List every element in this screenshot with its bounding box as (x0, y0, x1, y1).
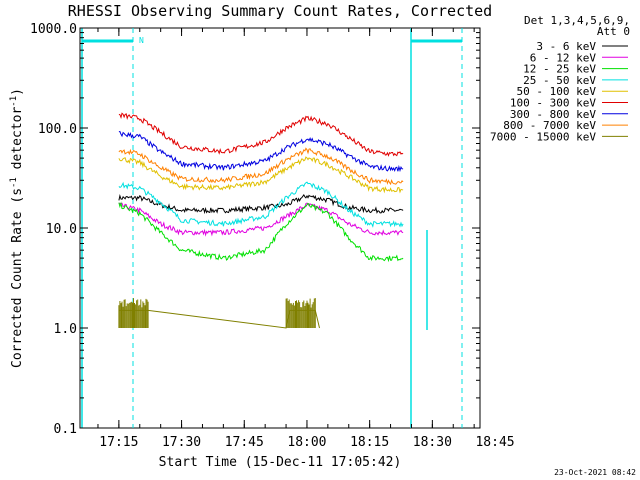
x-tick-label: 18:30 (413, 435, 452, 450)
x-axis-ticks: 17:15 17:30 17:45 18:00 18:15 18:30 18:45 (97, 28, 515, 450)
y-tick-label: 10.0 (46, 222, 77, 237)
legend-header: Att 0 (597, 25, 630, 38)
annotation-n: N (139, 36, 144, 45)
y-axis-label-end: ) (10, 88, 25, 96)
series-line (118, 201, 404, 263)
overlay-markers: N (81, 28, 463, 428)
chart-title: RHESSI Observing Summary Count Rates, Co… (68, 2, 492, 20)
y-axis-label-main: Corrected Count Rate (s (10, 188, 25, 368)
series-line (118, 147, 404, 186)
x-tick-label: 17:15 (99, 435, 138, 450)
y-axis-ticks: 1000.0 100.0 10.0 1.0 0.1 (30, 22, 480, 437)
legend-label: 12 - 25 keV (523, 63, 596, 76)
y-tick-label: 100.0 (38, 122, 77, 137)
x-axis-label: Start Time (15-Dec-11 17:05:42) (159, 455, 402, 470)
legend-label: 3 - 6 keV (536, 40, 596, 53)
y-axis-label-mid: detector (10, 107, 25, 178)
series-line (118, 181, 404, 228)
series-line (118, 156, 404, 194)
x-tick-label: 18:45 (475, 435, 514, 450)
legend-label: 7000 - 15000 keV (490, 130, 596, 143)
y-tick-label: 1.0 (54, 322, 77, 337)
series-line (118, 112, 404, 157)
x-tick-label: 17:30 (162, 435, 201, 450)
y-tick-label: 1000.0 (30, 22, 77, 37)
legend-label: 100 - 300 keV (510, 97, 596, 110)
x-tick-label: 17:45 (225, 435, 264, 450)
legend-header: Det 1,3,4,5,6,9, (524, 14, 630, 27)
legend-label: 6 - 12 keV (530, 51, 597, 64)
series-layer (118, 112, 404, 329)
plot-frame (79, 27, 481, 429)
y-tick-label: 0.1 (54, 422, 77, 437)
legend-label: 800 - 7000 keV (503, 119, 596, 132)
x-tick-label: 18:00 (287, 435, 326, 450)
legend-label: 50 - 100 keV (517, 85, 597, 98)
legend-label: 25 - 50 keV (523, 74, 596, 87)
legend-label: 300 - 800 keV (510, 108, 596, 121)
series-line (118, 130, 404, 173)
x-tick-label: 18:15 (350, 435, 389, 450)
y-axis-label: Corrected Count Rate (s-1 detector-1) (9, 88, 25, 368)
y-axis-label-sup2: -1 (9, 96, 19, 107)
y-axis-label-sup1: -1 (9, 177, 19, 188)
footer-timestamp: 23-Oct-2021 08:42 (554, 468, 636, 477)
series-line (118, 202, 404, 237)
